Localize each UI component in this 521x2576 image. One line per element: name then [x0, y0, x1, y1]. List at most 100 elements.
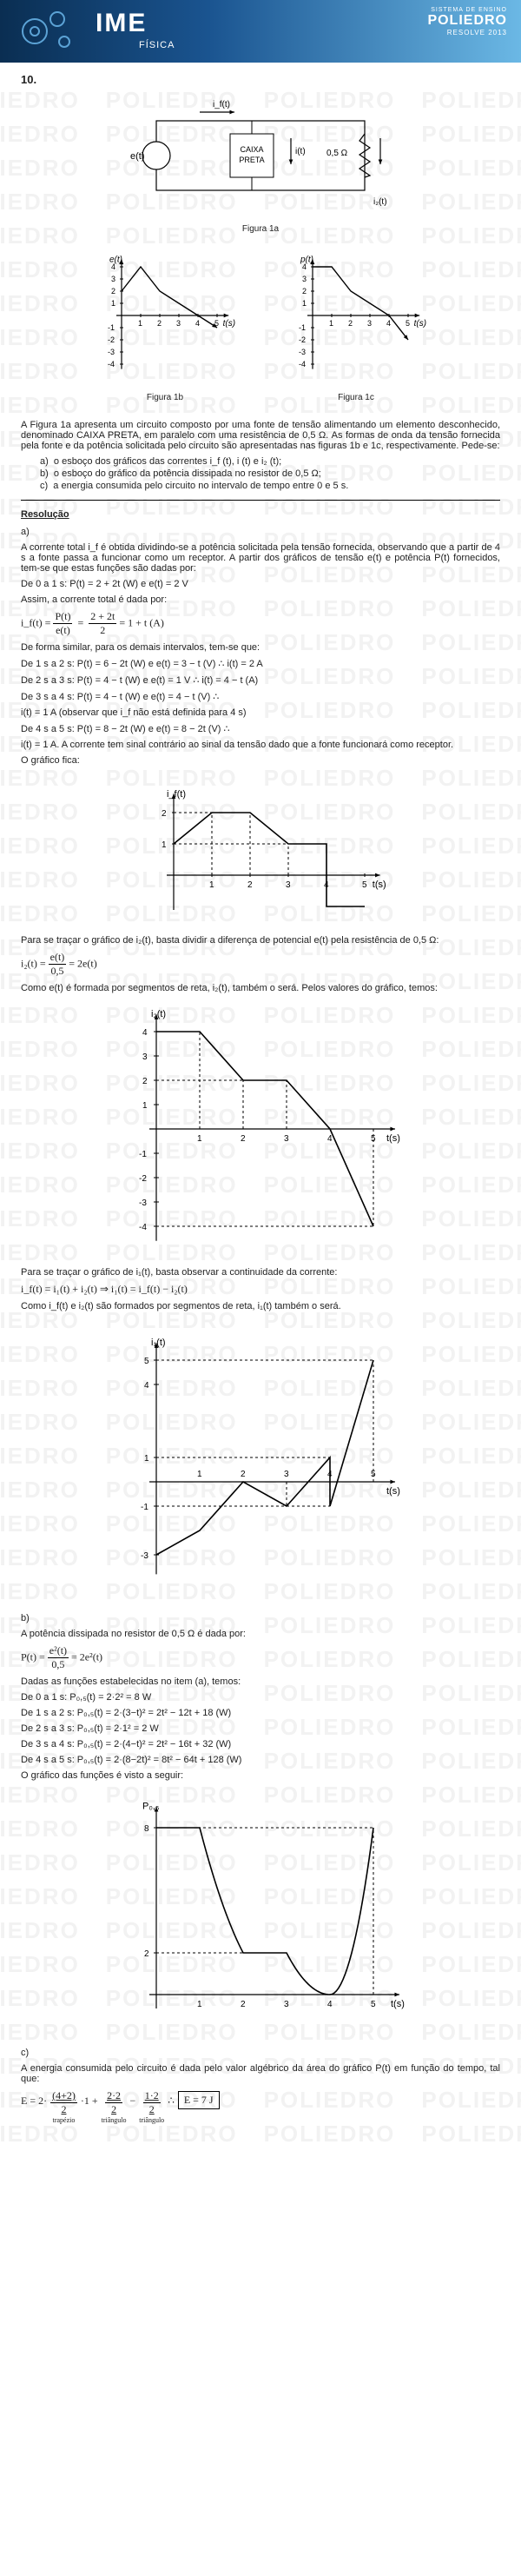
pb-p3: O gráfico das funções é visto a seguir:	[21, 1770, 500, 1781]
svg-text:t(s): t(s)	[391, 1999, 405, 2009]
pa-l10: i(t) = 1 A. A corrente tem sinal contrár…	[21, 740, 500, 750]
svg-text:1: 1	[111, 299, 115, 308]
svg-text:2: 2	[142, 1077, 148, 1086]
svg-text:-4: -4	[139, 1223, 147, 1232]
svg-text:-4: -4	[299, 360, 306, 368]
svg-text:PRETA: PRETA	[239, 156, 264, 164]
pb-l3: De 2 s a 3 s: P₀,₅(t) = 2·1² = 2 W	[21, 1723, 500, 1734]
pa-l7: De 3 s a 4 s: P(t) = 4 − t (W) e e(t) = …	[21, 691, 500, 702]
chart-i1: i₁(t)t(s)12345145-1-3	[21, 1317, 500, 1597]
svg-text:i₁(t): i₁(t)	[151, 1338, 166, 1348]
chart-i2: i₂(t)t(s)123451234-1-2-3-4	[21, 999, 500, 1262]
svg-text:i₂(t): i₂(t)	[373, 197, 387, 207]
pa-l9: De 4 s a 5 s: P(t) = 8 − 2t (W) e e(t) =…	[21, 723, 500, 734]
svg-text:1: 1	[197, 1134, 202, 1144]
resolucao-heading: Resolução	[21, 509, 500, 520]
svg-text:2: 2	[241, 2000, 246, 2009]
i2-formula: i₂(t) = e(t)0,5 = 2e(t)	[21, 951, 500, 978]
svg-text:5: 5	[362, 880, 367, 890]
header-brand-block: SISTEMA DE ENSINO POLIEDRO RESOLVE 2013	[427, 7, 507, 37]
svg-text:-2: -2	[299, 335, 306, 344]
i2-p2: Como e(t) é formada por segmentos de ret…	[21, 983, 500, 993]
brand-small: SISTEMA DE ENSINO	[427, 7, 507, 13]
svg-text:-1: -1	[139, 1150, 147, 1159]
svg-text:5: 5	[406, 319, 410, 328]
item-b: b) o esboço do gráfico da potência dissi…	[40, 468, 500, 479]
svg-text:t(s): t(s)	[386, 1486, 400, 1497]
pb-formula: P(t) = e²(t)0,5 = 2e²(t)	[21, 1644, 500, 1671]
svg-text:t(s): t(s)	[223, 319, 235, 329]
svg-text:4: 4	[327, 1134, 333, 1144]
i1-eq: i_f(t) = i₁(t) + i₂(t) ⇒ i₁(t) = i_f(t) …	[21, 1283, 500, 1296]
svg-text:-3: -3	[108, 348, 115, 356]
figure-1a: e(t)CAIXAPRETA0,5 Ωi_f(t)i(t)i₂(t)	[21, 95, 500, 219]
svg-text:-1: -1	[299, 323, 306, 332]
svg-text:2: 2	[157, 319, 162, 328]
svg-text:1: 1	[142, 1101, 148, 1111]
svg-text:2: 2	[302, 287, 307, 295]
svg-text:i_f(t): i_f(t)	[167, 789, 186, 800]
svg-text:2: 2	[241, 1470, 246, 1479]
svg-text:2: 2	[241, 1134, 246, 1144]
svg-text:-2: -2	[139, 1174, 147, 1184]
part-b-letter: b)	[21, 1613, 500, 1623]
pa-intro: A corrente total i_f é obtida dividindo-…	[21, 542, 500, 574]
fig1c-caption: Figura 1c	[278, 393, 434, 402]
question-number: 10.	[21, 73, 500, 86]
svg-text:CAIXA: CAIXA	[240, 145, 263, 154]
svg-text:3: 3	[284, 1134, 289, 1144]
svg-text:3: 3	[286, 880, 291, 890]
item-a: a) o esboço dos gráficos das correntes i…	[40, 456, 500, 467]
figure-1b: e(t)t(s)123454321-1-2-3-4	[87, 246, 243, 388]
svg-text:i₂(t): i₂(t)	[151, 1009, 166, 1019]
svg-text:3: 3	[111, 275, 115, 283]
final-answer: E = 7 J	[178, 2091, 220, 2109]
svg-text:1: 1	[329, 319, 333, 328]
i1-p2: Como i_f(t) e i₂(t) são formados por seg…	[21, 1301, 500, 1311]
svg-text:3: 3	[176, 319, 181, 328]
svg-text:3: 3	[284, 2000, 289, 2009]
svg-text:t(s): t(s)	[386, 1133, 400, 1144]
item-c: c) a energia consumida pelo circuito no …	[40, 481, 500, 491]
svg-text:2: 2	[144, 1949, 149, 1959]
svg-text:1: 1	[162, 840, 167, 850]
svg-text:1: 1	[144, 1454, 149, 1464]
svg-text:1: 1	[197, 1470, 202, 1479]
problem-statement: A Figura 1a apresenta um circuito compos…	[21, 420, 500, 451]
svg-text:1: 1	[138, 319, 142, 328]
fig1b-caption: Figura 1b	[87, 393, 243, 402]
svg-text:-4: -4	[108, 360, 115, 368]
svg-text:-2: -2	[108, 335, 115, 344]
svg-text:t(s): t(s)	[373, 880, 386, 890]
pb-l4: De 3 s a 4 s: P₀,₅(t) = 2·(4−t)² = 2t² −…	[21, 1739, 500, 1749]
figure-1c: p(t)t(s)123454321-1-2-3-4	[278, 246, 434, 388]
svg-text:5: 5	[144, 1357, 149, 1366]
svg-text:1: 1	[302, 299, 307, 308]
pa-l6: De 2 s a 3 s: P(t) = 4 − t (W) e e(t) = …	[21, 674, 500, 686]
svg-text:2: 2	[247, 880, 253, 890]
svg-text:t(s): t(s)	[414, 319, 426, 329]
svg-text:-1: -1	[108, 323, 115, 332]
page-header: IME FÍSICA SISTEMA DE ENSINO POLIEDRO RE…	[0, 0, 521, 63]
i1-p1: Para se traçar o gráfico de i₁(t), basta…	[21, 1267, 500, 1278]
svg-text:-3: -3	[299, 348, 306, 356]
pa-l2: Assim, a corrente total é dada por:	[21, 594, 500, 605]
pb-l2: De 1 s a 2 s: P₀,₅(t) = 2·(3−t)² = 2t² −…	[21, 1708, 500, 1718]
svg-text:i(t): i(t)	[295, 147, 306, 156]
pa-l5: De 1 s a 2 s: P(t) = 6 − 2t (W) e e(t) =…	[21, 658, 500, 669]
chart-power: P₀,₅t(s)1234528	[21, 1786, 500, 2032]
svg-text:4: 4	[302, 262, 307, 271]
pa-l4: De forma similar, para os demais interva…	[21, 642, 500, 653]
gear-icon	[12, 7, 82, 58]
chart-if: i_f(t)t(s)1234512	[21, 771, 500, 930]
part-c-letter: c)	[21, 2048, 500, 2058]
brand-name: POLIEDRO	[427, 13, 507, 29]
header-subject: FÍSICA	[139, 40, 507, 50]
svg-text:5: 5	[371, 2000, 376, 2009]
svg-text:-3: -3	[139, 1198, 147, 1208]
pa-l8: i(t) = 1 A (observar que i_f não está de…	[21, 707, 500, 718]
svg-text:4: 4	[144, 1381, 149, 1391]
svg-text:3: 3	[367, 319, 372, 328]
fig1a-caption: Figura 1a	[21, 224, 500, 234]
svg-text:e(t): e(t)	[130, 151, 145, 162]
